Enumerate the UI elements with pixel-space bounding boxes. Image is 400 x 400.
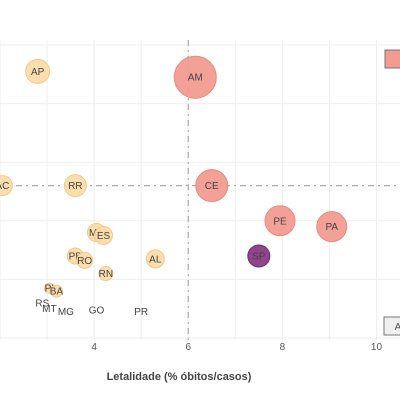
- bubble-label-ap: AP: [31, 67, 45, 78]
- bubble-ro: [76, 251, 94, 269]
- bubble-label-pb: PB: [69, 251, 83, 262]
- bubble-label-pr: PR: [134, 307, 148, 318]
- x-tick-label: 10: [371, 342, 383, 353]
- bubble-label-pa: PA: [325, 222, 338, 233]
- bubble-label-es: ES: [97, 231, 111, 242]
- bubble-label-ro: RO: [77, 256, 92, 267]
- bubble-label-mg: MG: [58, 307, 74, 318]
- bubble-label-ac: AC: [0, 181, 9, 192]
- bubble-am: [173, 55, 217, 99]
- bubble-al: [145, 249, 165, 269]
- bubbles: APAMACRRCEPEPAMAESSPPBROALRNPIBARSMTMGGO…: [0, 55, 348, 318]
- bubble-label-rr: RR: [68, 181, 82, 192]
- bubble-label-rs: RS: [35, 298, 49, 309]
- legend-swatch-top[interactable]: [384, 49, 400, 69]
- bubble-pa: [316, 211, 348, 243]
- bubble-ap: [25, 58, 51, 84]
- bubble-rr: [63, 174, 87, 198]
- x-tick-label: 8: [280, 342, 286, 353]
- bubble-ba: [49, 284, 63, 298]
- bubble-label-am: AM: [188, 73, 203, 84]
- bubble-ac: [0, 175, 13, 197]
- bubble-label-al: AL: [149, 254, 162, 265]
- x-tick-label: 6: [185, 342, 191, 353]
- bubble-sp: [247, 244, 271, 268]
- bubble-ce: [195, 169, 229, 203]
- bubble-pe: [264, 205, 296, 237]
- bubble-label-rn: RN: [99, 269, 113, 280]
- bubble-label-ce: CE: [205, 181, 219, 192]
- x-tick-label: 4: [91, 342, 97, 353]
- bubble-label-pi: PI: [45, 284, 54, 295]
- bubble-label-go: GO: [89, 306, 105, 317]
- legend-box-bottom-text: A: [395, 322, 400, 333]
- x-axis-label: Letalidade (% óbitos/casos): [107, 371, 252, 383]
- bubble-label-pe: PE: [273, 216, 287, 227]
- bubble-label-sp: SP: [252, 251, 266, 262]
- legend-box-bottom[interactable]: [383, 316, 400, 336]
- bubble-label-ba: BA: [50, 287, 64, 298]
- bubble-rn: [98, 266, 114, 282]
- bubble-label-mt: MT: [42, 304, 56, 315]
- bubble-es: [94, 225, 114, 245]
- x-axis-ticks: 4 6 8 10: [91, 342, 382, 353]
